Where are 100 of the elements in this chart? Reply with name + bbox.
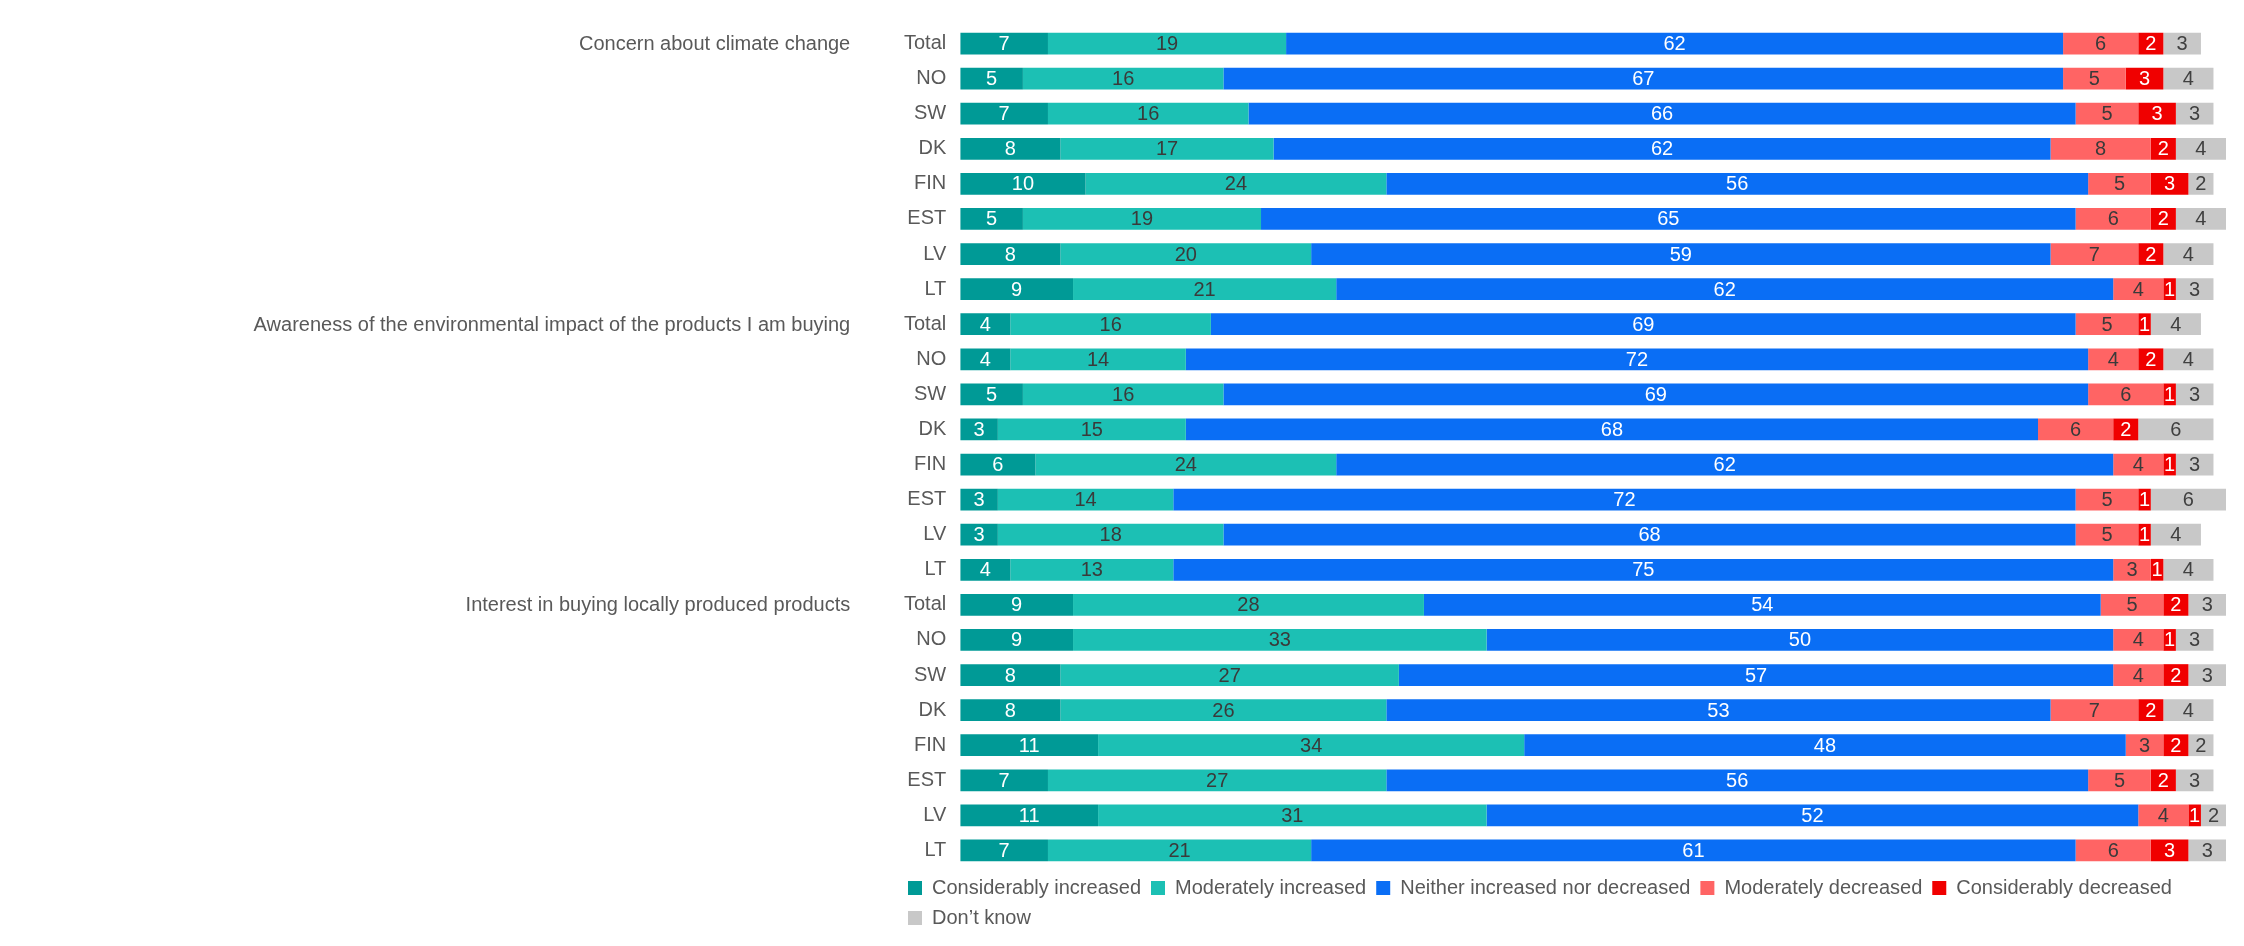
data-label: 17 (1155, 137, 1179, 160)
data-label: 69 (1644, 382, 1667, 405)
data-label: 3 (973, 523, 985, 546)
data-label: 21 (1168, 838, 1191, 861)
data-label: 16 (1099, 312, 1122, 335)
y-tick-label: LV (923, 802, 947, 825)
bar (2150, 488, 2226, 511)
data-label: 3 (2138, 67, 2151, 90)
bar (1223, 523, 2076, 546)
bar (960, 769, 1048, 792)
y-tick-label: Total (904, 592, 947, 615)
bar (2175, 208, 2226, 230)
data-label: 7 (998, 768, 1010, 791)
bar (960, 278, 1074, 300)
data-label: 16 (1112, 382, 1135, 405)
data-label: 2 (2195, 733, 2207, 756)
y-tick-label: NO (916, 346, 947, 369)
bar (1060, 699, 1387, 721)
data-label: 27 (1218, 663, 1241, 686)
data-label: 3 (2138, 733, 2151, 756)
data-label: 54 (1751, 593, 1774, 616)
y-tick-label: SW (914, 101, 947, 124)
bar (2163, 67, 2214, 90)
bar (960, 348, 1011, 371)
data-label: 2 (2145, 698, 2157, 721)
data-label: 33 (1268, 628, 1291, 651)
bar (1060, 137, 1274, 160)
data-label: 8 (2095, 137, 2107, 160)
data-label: 4 (2182, 347, 2194, 370)
data-label: 3 (2189, 102, 2201, 125)
data-label: 62 (1713, 453, 1736, 476)
data-label: 24 (1224, 172, 1248, 195)
bar (960, 594, 1074, 616)
bar (2075, 839, 2151, 862)
data-label: 6 (2070, 417, 2082, 440)
data-label: 1 (2151, 558, 2163, 581)
data-label: 27 (1206, 768, 1229, 791)
data-label: 68 (1638, 523, 1661, 546)
bar (2163, 699, 2214, 721)
data-label: 20 (1174, 242, 1197, 265)
data-label: 52 (1801, 803, 1824, 826)
bar (997, 523, 1224, 546)
data-label: 3 (2201, 593, 2213, 616)
data-label: 19 (1155, 32, 1179, 55)
data-label: 3 (2201, 838, 2213, 861)
data-label: 4 (2132, 663, 2144, 686)
y-tick-label: LV (923, 522, 947, 545)
bar (1035, 453, 1337, 476)
bar (1073, 629, 1487, 651)
bar (960, 734, 1099, 757)
data-label: 9 (1011, 277, 1023, 300)
bar (1022, 67, 1224, 90)
bar (2113, 629, 2164, 651)
data-label: 6 (2182, 488, 2194, 511)
data-label: 6 (2095, 32, 2107, 55)
data-label: 7 (998, 838, 1010, 861)
text: Awareness of the environmental impact of the products I am buying (253, 312, 851, 335)
data-label: 56 (1726, 172, 1749, 195)
legend-label: Neither increased nor decreased (1400, 875, 1691, 898)
bar (1223, 383, 2089, 406)
data-label: 5 (986, 67, 998, 90)
bar (2088, 769, 2151, 792)
data-label: 8 (1004, 242, 1016, 265)
data-label: 62 (1650, 137, 1674, 160)
data-label: 21 (1193, 277, 1216, 300)
y-tick-label: LT (924, 557, 947, 580)
data-label: 3 (2189, 382, 2201, 405)
y-tick-label: SW (914, 662, 947, 685)
bar (960, 313, 1011, 336)
bar (1273, 137, 2051, 160)
bar (2088, 348, 2139, 371)
data-label: 8 (1004, 698, 1016, 721)
y-tick-label: LV (923, 241, 947, 264)
bar (2063, 32, 2139, 55)
y-tick-label: FIN (914, 732, 947, 755)
bar (2163, 243, 2214, 265)
data-label: 1 (2164, 453, 2176, 476)
data-label: 4 (2132, 277, 2144, 300)
data-label: 9 (1011, 593, 1023, 616)
data-label: 28 (1237, 593, 1260, 616)
data-label: 6 (992, 453, 1004, 476)
bar (1085, 173, 1387, 195)
y-tick-label: Total (904, 311, 947, 334)
y-tick-label: DK (918, 416, 947, 439)
legend-label: Moderately decreased (1724, 875, 1923, 898)
bar (2100, 594, 2164, 616)
bar (1010, 348, 1186, 371)
data-label: 1 (2164, 628, 2176, 651)
data-label: 68 (1600, 417, 1624, 440)
bar (2050, 699, 2139, 721)
data-label: 6 (2107, 207, 2119, 230)
bar (2150, 313, 2201, 336)
data-label: 57 (1744, 663, 1768, 686)
data-label: 5 (2113, 768, 2126, 791)
legend-label: Considerably decreased (1956, 875, 2172, 898)
data-label: 4 (2132, 628, 2144, 651)
data-label: 1 (2189, 803, 2201, 826)
data-label: 11 (1018, 733, 1040, 756)
data-label: 16 (1137, 102, 1160, 125)
bar (1060, 243, 1312, 265)
